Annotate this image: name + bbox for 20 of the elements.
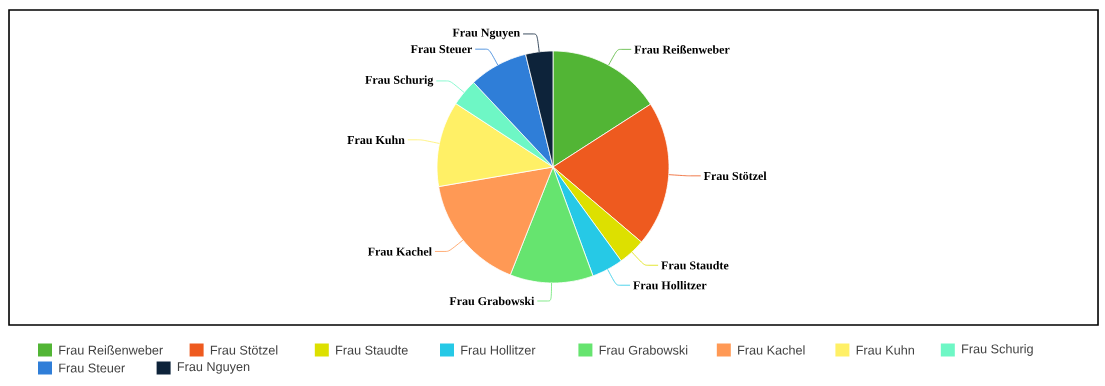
legend-label: Frau Nguyen (177, 362, 250, 374)
legend-label: Frau Hollitzer (461, 345, 536, 355)
slice-label: Frau Staudte (661, 261, 729, 270)
legend-label: Frau Reißenweber (59, 345, 163, 355)
slice-label: Frau Steuer (410, 45, 472, 54)
legend-label: Frau Steuer (59, 363, 125, 373)
slice-label: Frau Kachel (367, 247, 432, 256)
slice-label: Frau Reißenweber (634, 45, 730, 54)
legend-label: Frau Grabowski (599, 345, 688, 355)
legend-label: Frau Staudte (336, 345, 408, 355)
slice-label: Frau Nguyen (452, 28, 520, 40)
legend-label: Frau Schurig (962, 344, 1033, 356)
slice-label: Frau Kuhn (347, 135, 405, 145)
legend-label: Frau Kachel (738, 345, 805, 355)
slice-label: Frau Schurig (365, 75, 434, 87)
slice-label: Frau Hollitzer (633, 280, 707, 290)
legend-label: Frau Stötzel (210, 345, 278, 355)
legend-label: Frau Kuhn (856, 345, 914, 355)
slice-label: Frau Grabowski (449, 296, 535, 306)
slice-label: Frau Stötzel (703, 171, 767, 181)
